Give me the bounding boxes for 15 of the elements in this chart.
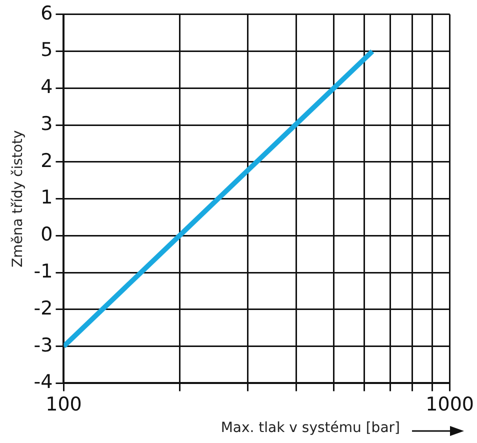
y-tick-label: 4 xyxy=(40,76,53,98)
y-tick-label: -2 xyxy=(34,297,53,320)
y-tick-label: 5 xyxy=(40,39,53,62)
y-tick-label: -3 xyxy=(34,334,53,356)
x-axis-title: Max. tlak v systému [bar] xyxy=(220,420,400,437)
y-tick-label: 0 xyxy=(40,224,53,246)
y-tick-label: -4 xyxy=(34,371,53,394)
y-axis-title: Změna třídy čistoty xyxy=(10,130,26,268)
y-tick-label: 6 xyxy=(40,2,53,24)
x-tick-label: 100 xyxy=(46,394,82,416)
y-tick-label: 3 xyxy=(40,112,53,135)
y-tick-label: 1 xyxy=(40,186,53,209)
y-tick-label: -1 xyxy=(34,260,53,282)
x-tick-label: 1000 xyxy=(426,394,474,416)
y-tick-label: 2 xyxy=(40,150,53,172)
